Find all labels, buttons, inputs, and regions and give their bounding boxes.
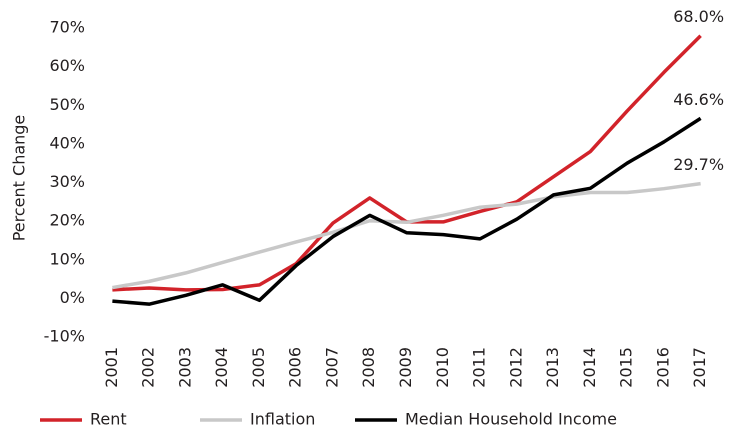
x-tick-label: 2002 [139, 347, 158, 388]
y-tick-label: 50% [49, 95, 85, 114]
y-tick-label: 70% [49, 18, 85, 37]
y-tick-label: 10% [49, 249, 85, 268]
x-tick-label: 2007 [322, 347, 341, 388]
data-label: 46.6% [673, 90, 724, 109]
legend-label: Rent [90, 410, 127, 429]
x-tick-label: 2009 [396, 347, 415, 388]
x-tick-label: 2006 [286, 347, 305, 388]
y-tick-label: 20% [49, 211, 85, 230]
x-tick-label: 2004 [212, 347, 231, 388]
data-label: 29.7% [673, 155, 724, 174]
x-tick-label: 2005 [249, 347, 268, 388]
y-tick-label: 60% [49, 56, 85, 75]
line-series [112, 34, 702, 292]
x-tick-label: 2012 [506, 347, 525, 388]
x-tick-label: 2015 [617, 347, 636, 388]
legend-label: Inflation [250, 410, 315, 429]
line-series [112, 116, 702, 306]
legend-label: Median Household Income [405, 410, 617, 429]
y-tick-label: -10% [44, 327, 85, 346]
y-tick-label: 40% [49, 133, 85, 152]
y-tick-label: 0% [60, 288, 85, 307]
x-tick-label: 2001 [102, 347, 121, 388]
x-tick-label: 2017 [690, 347, 709, 388]
data-label: 68.0% [673, 7, 724, 26]
y-tick-label: 30% [49, 172, 85, 191]
x-tick-label: 2008 [359, 347, 378, 388]
line-series [112, 181, 701, 290]
x-tick-label: 2013 [543, 347, 562, 388]
x-tick-label: 2014 [580, 347, 599, 388]
x-tick-label: 2010 [433, 347, 452, 388]
x-tick-label: 2011 [470, 347, 489, 388]
y-axis-title: Percent Change [10, 115, 29, 242]
x-tick-label: 2003 [175, 347, 194, 388]
x-tick-label: 2016 [653, 347, 672, 388]
